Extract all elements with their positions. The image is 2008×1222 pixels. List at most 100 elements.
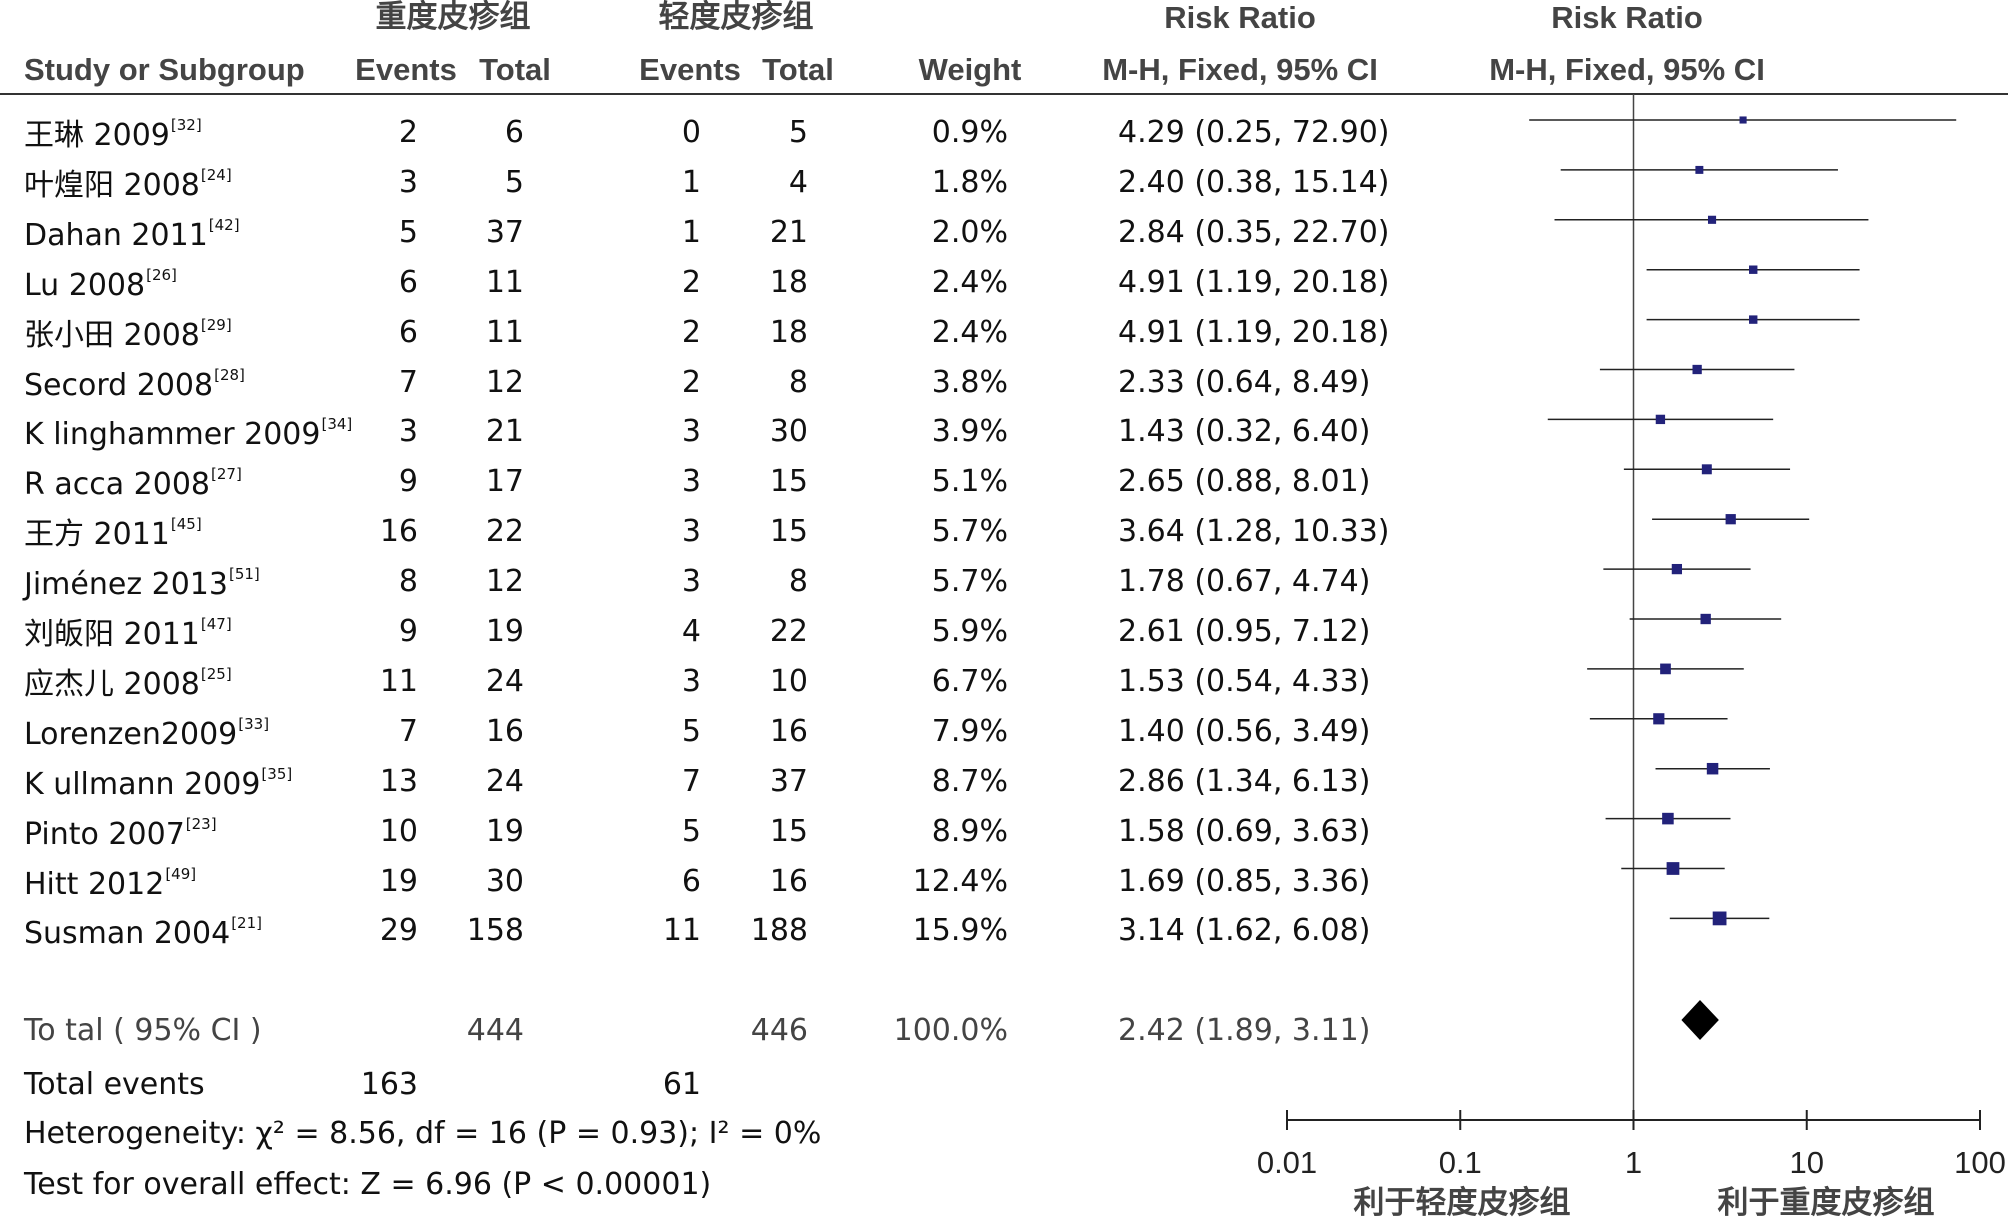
study-name: Hitt 2012[49] bbox=[24, 866, 196, 902]
study-total2: 15 bbox=[769, 514, 808, 550]
study-total2: 8 bbox=[788, 364, 808, 400]
study-events2: 7 bbox=[681, 763, 701, 799]
study-weight: 2.4% bbox=[931, 264, 1008, 300]
study-reference: [25] bbox=[200, 664, 232, 683]
effect-marker bbox=[1692, 364, 1702, 375]
study-events2: 3 bbox=[681, 663, 701, 699]
study-events1: 6 bbox=[398, 314, 418, 350]
study-events1: 6 bbox=[398, 264, 418, 300]
study-name-text: R acca 2008 bbox=[24, 467, 211, 503]
effect-marker bbox=[1707, 215, 1717, 224]
study-reference: [33] bbox=[238, 714, 270, 733]
study-total1: 37 bbox=[485, 214, 524, 250]
study-name-text: Hitt 2012 bbox=[24, 866, 165, 902]
study-reference: [51] bbox=[228, 565, 260, 584]
study-ci: 2.84 (0.35, 22.70) bbox=[1118, 214, 1390, 250]
effect-marker bbox=[1712, 911, 1727, 926]
effect-marker bbox=[1666, 862, 1680, 875]
rr-method-header: M-H, Fixed, 95% CI bbox=[1102, 52, 1378, 87]
study-total2: 4 bbox=[788, 164, 808, 200]
total-t1: 444 bbox=[466, 1013, 524, 1048]
total-events-e1: 163 bbox=[360, 1067, 418, 1102]
study-weight: 5.7% bbox=[931, 564, 1008, 600]
study-total2: 30 bbox=[769, 414, 808, 450]
study-total1: 22 bbox=[485, 514, 524, 550]
favours-right-label: 利于重度皮疹组 bbox=[1717, 1185, 1935, 1221]
study-events1: 9 bbox=[398, 464, 418, 500]
study-ci: 1.78 (0.67, 4.74) bbox=[1118, 564, 1371, 600]
study-ci: 4.91 (1.19, 20.18) bbox=[1118, 264, 1390, 300]
group2-header: 轻度皮疹组 bbox=[658, 0, 814, 35]
study-total2: 37 bbox=[769, 763, 808, 799]
study-ci: 1.53 (0.54, 4.33) bbox=[1118, 663, 1371, 699]
study-reference: [27] bbox=[211, 465, 242, 484]
study-name: 应杰儿 2008[25] bbox=[24, 664, 232, 700]
study-events1: 8 bbox=[398, 564, 418, 600]
study-total2: 5 bbox=[788, 115, 808, 150]
events1-header: Events bbox=[355, 52, 457, 87]
study-total1: 158 bbox=[466, 913, 524, 949]
total-events-e2: 61 bbox=[662, 1067, 701, 1102]
study-reference: [26] bbox=[146, 265, 177, 284]
study-name-text: Pinto 2007 bbox=[24, 816, 185, 852]
study-total1: 12 bbox=[485, 364, 524, 400]
study-total2: 15 bbox=[769, 464, 808, 500]
study-name-text: Lu 2008 bbox=[24, 267, 146, 303]
effect-marker bbox=[1725, 514, 1736, 525]
study-weight: 1.8% bbox=[931, 164, 1008, 200]
effect-marker bbox=[1749, 265, 1758, 274]
effect-marker bbox=[1695, 165, 1704, 174]
study-name: 王方 2011[45] bbox=[24, 517, 202, 550]
study-weight: 0.9% bbox=[931, 115, 1008, 150]
study-reference: [35] bbox=[261, 764, 293, 783]
effect-marker bbox=[1655, 414, 1666, 425]
x-axis-tick-label: 1 bbox=[1624, 1145, 1643, 1180]
study-ci: 3.64 (1.28, 10.33) bbox=[1118, 514, 1390, 550]
study-events1: 7 bbox=[398, 364, 418, 400]
study-total1: 6 bbox=[504, 115, 524, 150]
study-reference: [24] bbox=[200, 165, 232, 184]
study-events2: 2 bbox=[681, 364, 701, 400]
study-ci: 2.40 (0.38, 15.14) bbox=[1118, 164, 1390, 200]
study-total1: 12 bbox=[485, 564, 524, 600]
study-name-text: 叶煌阳 2008 bbox=[24, 167, 200, 203]
x-axis-tick-label: 0.1 bbox=[1438, 1145, 1482, 1180]
study-total1: 24 bbox=[485, 663, 524, 699]
study-reference: [32] bbox=[170, 116, 202, 134]
effect-marker bbox=[1671, 563, 1683, 575]
x-axis-tick-label: 0.01 bbox=[1256, 1145, 1318, 1180]
study-weight: 8.7% bbox=[931, 763, 1008, 799]
study-events2: 1 bbox=[681, 164, 701, 200]
study-name: Secord 2008[28] bbox=[24, 367, 245, 401]
study-events1: 3 bbox=[398, 164, 418, 200]
study-reference: [42] bbox=[208, 215, 240, 234]
study-events2: 3 bbox=[681, 564, 701, 600]
study-ci: 2.61 (0.95, 7.12) bbox=[1118, 614, 1371, 649]
total-weight: 100.0% bbox=[893, 1013, 1008, 1048]
study-events1: 13 bbox=[379, 763, 418, 799]
study-name-text: 张小田 2008 bbox=[24, 317, 200, 353]
study-events1: 10 bbox=[379, 813, 418, 849]
study-events2: 1 bbox=[681, 214, 701, 250]
study-total2: 22 bbox=[769, 614, 808, 649]
study-weight: 2.4% bbox=[931, 314, 1008, 350]
study-reference: [45] bbox=[170, 515, 202, 534]
study-ci: 3.14 (1.62, 6.08) bbox=[1118, 913, 1371, 949]
study-events2: 5 bbox=[681, 713, 701, 749]
study-total2: 18 bbox=[769, 264, 808, 300]
study-events1: 11 bbox=[379, 663, 418, 699]
study-weight: 12.4% bbox=[912, 863, 1008, 899]
study-name-text: Lorenzen2009 bbox=[24, 716, 238, 752]
study-name: Susman 2004[21] bbox=[24, 916, 262, 949]
pooled-diamond bbox=[1681, 1000, 1719, 1040]
rr-plot-header: Risk Ratio bbox=[1551, 0, 1703, 35]
effect-marker bbox=[1660, 663, 1671, 675]
study-events2: 3 bbox=[681, 414, 701, 450]
effect-marker bbox=[1700, 613, 1711, 625]
study-total1: 11 bbox=[485, 314, 524, 350]
study-events1: 16 bbox=[379, 514, 418, 550]
study-name-text: K ullmann 2009 bbox=[24, 766, 261, 802]
rr-header: Risk Ratio bbox=[1164, 0, 1316, 35]
study-total1: 19 bbox=[485, 614, 524, 649]
